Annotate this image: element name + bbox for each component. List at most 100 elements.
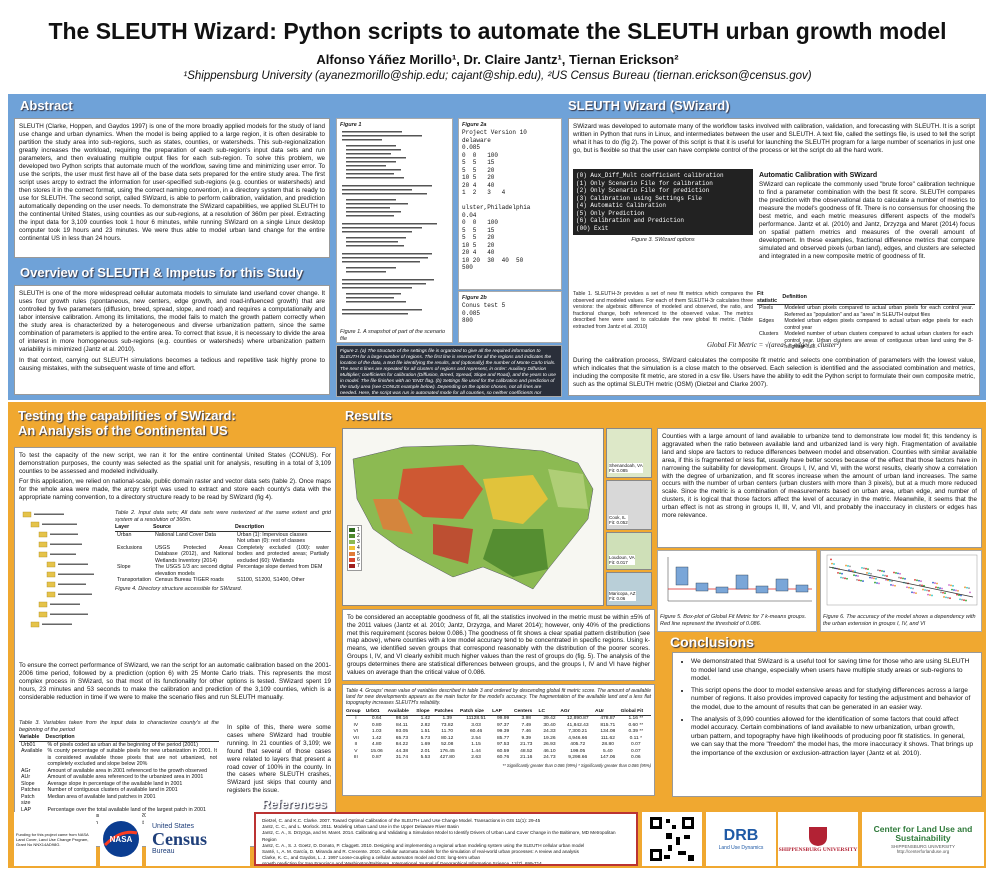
table-4-header: Urb01 xyxy=(365,708,388,717)
table-cell: 111.62 xyxy=(600,735,615,741)
table-cell: 46.10 xyxy=(543,748,556,754)
figure-1: Figure 1 Figure 1. A snapshot of part of… xyxy=(336,118,453,343)
scatter-point xyxy=(887,579,889,582)
scatter-point xyxy=(952,584,954,587)
results-text-2: To be considered an acceptable goodness … xyxy=(342,609,655,681)
table-cell: 84.11 xyxy=(395,722,408,728)
table-cell: Slope xyxy=(21,780,35,787)
table-4-header: Available xyxy=(387,708,417,717)
swizard-text: SWizard was developed to automate many o… xyxy=(573,123,975,154)
table-cell: 0.06 xyxy=(631,755,641,761)
overview-box: SLEUTH is one of the more widespread cel… xyxy=(14,285,330,395)
calibration-text: During the calibration process, SWizard … xyxy=(573,357,975,388)
scatter-point xyxy=(922,588,924,591)
scatter-point xyxy=(935,586,937,589)
table-cell: 24.33 xyxy=(543,729,556,735)
scatter-point xyxy=(932,581,934,584)
scatter-point xyxy=(894,584,896,587)
table-cell: % of pixels coded as urban at the beginn… xyxy=(47,741,198,748)
inset-label: Loudoun, VA Fit: 0.017 xyxy=(609,555,635,565)
inset-fit: Fit: 0.052 xyxy=(609,520,628,525)
scatter-point xyxy=(846,577,848,580)
scatter-point xyxy=(965,599,967,602)
scatter-point xyxy=(931,594,933,597)
table-row: Not urban (0): rest of classes xyxy=(115,538,331,545)
table-4-box: Table 4. Groups' mean value of variables… xyxy=(342,684,655,796)
overview-heading: Overview of SLEUTH & Impetus for this St… xyxy=(20,265,304,280)
scatter-point xyxy=(858,579,860,582)
qr-code-icon xyxy=(648,815,696,863)
table-cell: Census Bureau TIGER roads xyxy=(154,577,224,583)
table-cell: Average slope in percentage of the avail… xyxy=(47,780,183,787)
table-cell: 1.44 xyxy=(471,748,481,754)
drb-logo-sub: Land Use Dynamics xyxy=(718,845,764,851)
scatter-point xyxy=(895,572,897,574)
scatter-point xyxy=(947,596,949,599)
table-cell: 2.54 xyxy=(471,735,481,741)
table-cell: 60.46 xyxy=(469,729,483,735)
conclusions-heading: Conclusions xyxy=(670,634,755,650)
figure-3: (0) Aux_Diff_Mult coefficient calibratio… xyxy=(573,169,753,244)
poster-title: The SLEUTH Wizard: Python scripts to aut… xyxy=(48,18,947,44)
table-row: III 0.87 31.74 5.53 427.80 2.63 60.76 21.16 24.7… xyxy=(346,755,651,762)
reference-item: Jantz, C. A., S. J. Goetz, D. Donato, P.… xyxy=(262,842,585,848)
table-cell: 1.39 xyxy=(442,716,452,722)
auto-calibration-block: Automatic Calibration with SWizard SWiza… xyxy=(759,169,975,261)
scatter-point xyxy=(877,569,879,572)
figure-3-caption: Figure 3. SWizard options xyxy=(631,237,695,243)
scatter-point xyxy=(869,576,871,579)
scatter-point xyxy=(831,562,833,565)
table-2-header: Source xyxy=(152,524,235,532)
table-cell: 97.53 xyxy=(496,742,510,748)
table-cell: 7.49 xyxy=(521,722,532,728)
figure-4-caption: Figure 4. Directory structure accessible… xyxy=(115,585,243,592)
table-cell: Pixels xyxy=(759,305,774,311)
scatter-point xyxy=(889,579,891,582)
reference-item: growth prediction for San Francisco and … xyxy=(262,861,542,866)
scatter-point xyxy=(849,565,851,568)
table-row: Urban National Land Cover Data Urban (1): … xyxy=(115,531,331,538)
nasa-logo-text: NASA xyxy=(110,835,133,844)
legend-item: 4 xyxy=(357,545,360,551)
table-cell: Urban xyxy=(117,531,132,538)
shield-icon xyxy=(809,827,827,846)
scatter-point xyxy=(951,588,953,591)
scatter-point xyxy=(891,580,893,583)
table-4-header: Patches xyxy=(434,708,460,717)
center-logo-text: Center for Land Use and Sustainability xyxy=(873,823,973,843)
reference-item: Jantz, C. A., S. Drzyzga, and M. Maret. … xyxy=(262,830,616,842)
table-2: Table 2. Input data sets; All data sets … xyxy=(115,510,331,593)
table-cell: Urb01 xyxy=(21,741,36,748)
table-cell: 19.26 xyxy=(543,735,556,741)
table-cell: USGS Protected Areas Database (2012), an… xyxy=(154,544,233,564)
table-cell: IV xyxy=(353,722,359,728)
scatter-point xyxy=(840,576,842,579)
table-cell: 9,298.66 xyxy=(568,755,588,761)
table-cell: Slope xyxy=(117,564,131,570)
shippensburg-logo-text: SHIPPENSBURG UNIVERSITY xyxy=(778,847,858,853)
scatter-point xyxy=(919,584,921,586)
table-4-header: Global Fit xyxy=(620,708,651,717)
conclusion-item: We demonstrated that SWizard is a useful… xyxy=(691,658,973,684)
table-cell: Percentage over the total available land… xyxy=(47,806,206,813)
inset-map-maricopa: Maricopa, AZ Fit: 0.06 xyxy=(606,572,652,606)
table-cell: Not urban (0): rest of classes xyxy=(236,538,305,544)
table-cell: 48.52 xyxy=(520,748,533,754)
figure-2-caption-box: Figure 2. (a) The structure of the setti… xyxy=(336,345,562,397)
references-list: Dietzel, C. and K.C. Clarke. 2007. Towar… xyxy=(262,818,630,866)
scatter-point xyxy=(923,584,925,587)
table-cell: 3.03 xyxy=(471,722,481,728)
inset-label: Maricopa, AZ Fit: 0.06 xyxy=(609,591,636,601)
table-cell: 52.08 xyxy=(441,742,454,748)
scatter-point xyxy=(870,572,872,575)
conus-map-graphic xyxy=(352,444,594,590)
fit-table: Fit statistic Definition Pixels Modeled ur… xyxy=(757,291,975,351)
scatter-point xyxy=(871,577,873,579)
qr-code xyxy=(642,812,702,866)
table-cell: 0.87 xyxy=(371,755,382,761)
inset-fit: Fit: 0.085 xyxy=(609,468,628,473)
scatter-point xyxy=(934,582,936,584)
table-cell: Transportation xyxy=(117,577,151,583)
table-cell: 9.39 xyxy=(521,735,532,741)
